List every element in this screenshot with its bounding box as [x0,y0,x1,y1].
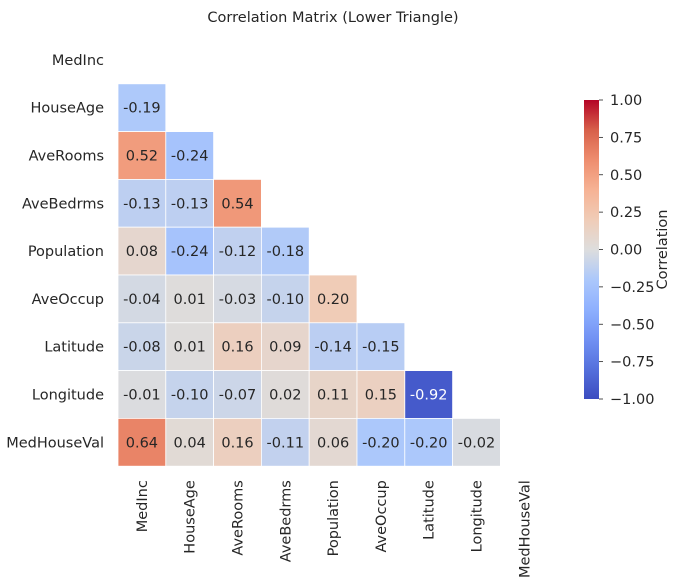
heatmap-cell-averooms-medinc [117,131,167,180]
colorbar-tick-label: 0.50 [610,168,642,184]
heatmap-cell-latitude-avebedrms [260,322,310,371]
colorbar-tick-label: −0.75 [610,355,654,371]
heatmap-cell-label: -0.24 [171,244,209,260]
heatmap-cell-label: 0.06 [317,435,349,451]
colorbar-label: Correlation [655,210,671,290]
heatmap-cell-medhouseval-medinc [117,417,167,467]
heatmap-cell-label: 0.02 [269,388,301,404]
heatmap-cell-label: 0.01 [174,292,206,308]
y-tick-label: HouseAge [31,101,105,117]
heatmap-cell-label: -0.18 [267,244,305,260]
x-tick-label: AveRooms [231,480,247,555]
colorbar-tick-label: 0.25 [610,205,642,221]
heatmap-cell-latitude-medinc [117,322,167,371]
y-tick-label: AveRooms [29,149,104,165]
heatmap-cell-label: -0.24 [171,149,209,165]
heatmap-cell-label: 0.54 [221,196,253,212]
x-tick-label: Population [326,480,342,556]
y-tick-labels: MedInc HouseAge AveRooms AveBedrms Populatio… [6,53,104,451]
x-tick-label: HouseAge [183,480,199,554]
heatmap-cell-medhouseval-longitude [452,417,501,467]
heatmap-cell-longitude-aveoccup [356,370,406,419]
heatmap-cell-label: 0.16 [221,340,253,356]
heatmap-cell-label: -0.13 [123,196,161,212]
x-tick-label: AveOccup [374,480,390,552]
colorbar-tick-label: 1.00 [610,93,642,109]
x-tick-label: AveBedrms [278,480,294,562]
heatmap-cell-medhouseval-aveoccup [356,417,406,467]
x-tick-label: Longitude [470,480,486,552]
heatmap-cell-latitude-population [308,322,358,371]
heatmap-cell-label: -0.14 [314,340,352,356]
x-tick-label: MedInc [135,480,151,532]
heatmap-cell-label: 0.04 [174,435,206,451]
heatmap-cell-longitude-avebedrms [260,370,310,419]
heatmap-cell-label: -0.07 [219,388,257,404]
colorbar-tick-label: 0.75 [610,130,642,146]
heatmap-cell-label: 0.52 [126,149,158,165]
heatmap-cell-population-houseage [165,226,215,276]
y-tick-label: Longitude [32,388,104,404]
heatmap-cell-label: -0.11 [267,435,305,451]
heatmap-cell-label: 0.64 [126,435,158,451]
heatmap-cell-latitude-aveoccup [356,322,406,371]
chart-title: Correlation Matrix (Lower Triangle) [207,10,458,26]
heatmap-cell-averooms-houseage [165,131,215,180]
heatmap-cell-label: -0.12 [219,244,257,260]
heatmap-cell-label: -0.01 [123,388,161,404]
x-tick-labels: MedInc HouseAge AveRooms AveBedrms Populatio… [135,480,533,578]
y-tick-label: MedHouseVal [6,435,104,451]
heatmap-cell-label: -0.15 [362,340,400,356]
heatmap-cell-longitude-latitude [404,370,453,419]
heatmap-cell-medhouseval-averooms [213,417,262,467]
heatmap-cells: -0.19 0.52 -0.24 -0.13 -0.13 0.54 0.08 -0.24 -0.… [117,83,501,467]
colorbar: 1.00 0.75 0.50 0.25 0.00 −0.25 −0.50 −0.75 −1.00… [584,93,671,408]
heatmap-cell-longitude-medinc [117,370,167,419]
heatmap-cell-latitude-averooms [213,322,262,371]
heatmap-cell-label: -0.13 [171,196,209,212]
heatmap-cell-label: -0.10 [267,292,305,308]
heatmap-cell-longitude-houseage [165,370,215,419]
heatmap-cell-label: 0.11 [317,388,349,404]
heatmap-cell-label: 0.16 [221,435,253,451]
heatmap-cell-label: 0.08 [126,244,158,260]
x-tick-label: MedHouseVal [517,480,533,578]
y-tick-label: Latitude [44,340,104,356]
colorbar-ticks: 1.00 0.75 0.50 0.25 0.00 −0.25 −0.50 −0.75 −1.00 [599,93,654,408]
heatmap-cell-label: 0.15 [365,388,397,404]
colorbar-tick-label: −0.50 [610,317,654,333]
heatmap-cell-label: -0.19 [123,101,161,117]
heatmap-cell-label: -0.03 [219,292,257,308]
heatmap-cell-label: 0.01 [174,340,206,356]
heatmap-cell-label: -0.20 [410,435,448,451]
heatmap-cell-label: 0.09 [269,340,301,356]
heatmap-cell-houseage-medinc [117,83,167,133]
y-tick-label: MedInc [52,53,104,69]
y-tick-label: AveOccup [32,292,104,308]
heatmap-cell-avebedrms-averooms [213,178,262,228]
x-tick-label: Latitude [422,480,438,540]
heatmap-cell-population-avebedrms [260,226,310,276]
heatmap-cell-aveoccup-houseage [165,274,215,324]
heatmap-cell-label: -0.10 [171,388,209,404]
heatmap-cell-label: -0.02 [458,435,496,451]
colorbar-tick-label: −1.00 [610,392,654,408]
y-tick-label: AveBedrms [22,196,104,212]
y-tick-label: Population [28,244,104,260]
heatmap-cell-label: -0.04 [123,292,161,308]
heatmap-cell-label: -0.92 [410,388,448,404]
colorbar-tick-label: −0.25 [610,280,654,296]
colorbar-tick-label: 0.00 [610,243,642,259]
heatmap-cell-label: 0.20 [317,292,349,308]
heatmap-cell-label: -0.20 [362,435,400,451]
colorbar-gradient [584,100,599,399]
heatmap-cell-aveoccup-avebedrms [260,274,310,324]
heatmap-cell-label: -0.08 [123,340,161,356]
heatmap-cell-medhouseval-latitude [404,417,453,467]
heatmap-cell-latitude-houseage [165,322,215,371]
